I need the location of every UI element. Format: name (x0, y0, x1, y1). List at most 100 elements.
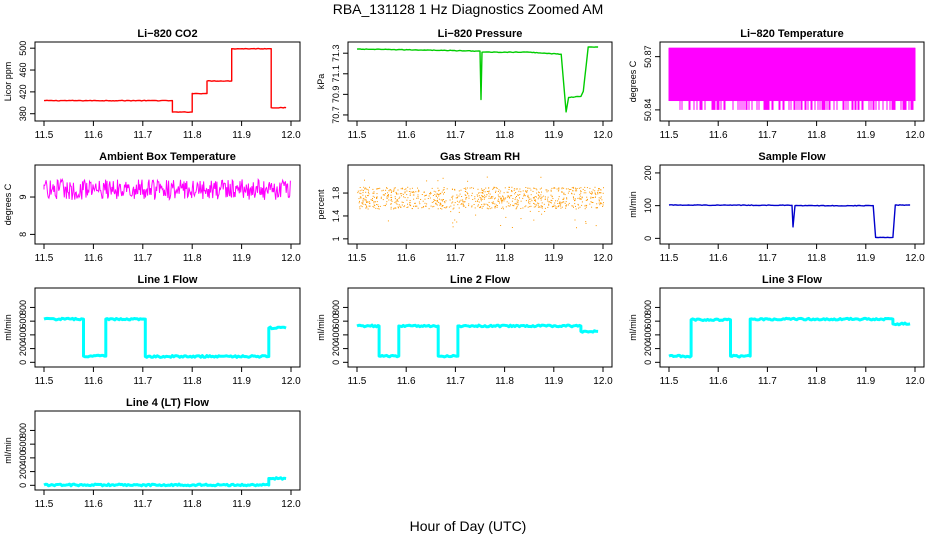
series-point (541, 206, 543, 208)
series-point (531, 200, 533, 202)
series-point (424, 202, 426, 204)
series-point (362, 190, 364, 192)
series-point (536, 189, 538, 191)
series-point (437, 199, 438, 201)
series-point (501, 199, 503, 201)
x-tick-label: 11.7 (446, 253, 465, 264)
series-point (383, 205, 385, 206)
series-point (441, 199, 443, 201)
series-point (463, 205, 465, 207)
y-axis-label: ml/min (3, 314, 13, 341)
series-point (598, 197, 600, 199)
series-point (558, 205, 560, 207)
series-point (530, 198, 532, 200)
series-point (585, 199, 587, 201)
y-tick-label: 0 (643, 236, 653, 241)
series-point (479, 207, 481, 209)
x-tick-label: 11.7 (758, 130, 777, 141)
series-point (468, 205, 470, 207)
plot-frame (34, 410, 301, 491)
y-tick-label: 0 (643, 360, 653, 365)
series-point (443, 199, 444, 200)
series-point (602, 206, 604, 207)
series-point (478, 195, 480, 197)
series-point (367, 189, 369, 191)
series-point (446, 188, 448, 190)
series-point (487, 204, 489, 206)
series-point (515, 208, 517, 210)
panel-title: Line 1 Flow (138, 274, 198, 286)
series-point (514, 203, 516, 205)
y-tick-label: 420 (18, 84, 28, 99)
series-point (397, 200, 399, 202)
y-axis-label: percent (316, 189, 326, 220)
series-point (548, 201, 550, 203)
series-point (417, 207, 419, 209)
series-point (362, 200, 364, 202)
series-point (550, 189, 552, 191)
series-point (553, 187, 555, 189)
y-tick-label: 200 (18, 464, 28, 479)
series-point (423, 206, 425, 207)
series-point (540, 194, 542, 196)
y-tick-label: 400 (18, 327, 28, 342)
panel-3: Ambient Box Temperature degrees C 11.5 11.6… (3, 151, 301, 264)
y-tick-label: 1 (331, 236, 341, 241)
series-point (558, 198, 560, 200)
series-point (437, 180, 439, 182)
series-point (376, 193, 378, 195)
series-point (567, 192, 569, 194)
y-axis-label: kPa (316, 74, 326, 90)
series-point (581, 196, 583, 198)
series-point (438, 198, 440, 200)
series-point (454, 188, 456, 190)
series-point (421, 207, 423, 209)
series-point (481, 207, 483, 209)
series-point (403, 196, 405, 198)
series-point (556, 206, 558, 208)
series-point (491, 202, 493, 204)
series-point (468, 195, 470, 197)
series-point (410, 205, 412, 207)
x-tick-label: 11.6 (84, 499, 103, 510)
series-point (551, 195, 553, 197)
series-point (580, 192, 582, 194)
series-point (525, 187, 527, 188)
series-point (495, 191, 496, 193)
series-line (356, 323, 599, 359)
series-point (488, 187, 490, 189)
series-point (591, 201, 593, 203)
series-point (368, 205, 370, 207)
series-point (511, 191, 513, 193)
series-point (437, 201, 439, 203)
x-tick-label: 11.5 (660, 253, 679, 264)
series-point (402, 202, 404, 203)
series-point (480, 198, 482, 200)
series-point (541, 202, 543, 204)
series-point (440, 193, 442, 195)
series-point (595, 207, 597, 209)
series-point (580, 190, 582, 192)
series-point (357, 190, 359, 192)
series-point (471, 187, 473, 189)
series-point (595, 194, 597, 196)
series-point (395, 192, 397, 194)
series-point (522, 190, 524, 192)
series-point (539, 195, 541, 197)
series-point (485, 196, 487, 198)
series-point (366, 202, 368, 203)
series-point (483, 198, 485, 200)
series-point (507, 205, 509, 207)
series-point (454, 189, 456, 191)
series-point (573, 206, 574, 208)
plot-frame (347, 164, 613, 245)
series-point (499, 192, 501, 194)
series-point (603, 187, 604, 189)
series-point (564, 194, 566, 196)
series-point (493, 187, 495, 189)
series-point (541, 187, 542, 189)
series-point (417, 187, 418, 189)
series-point (522, 207, 524, 209)
series-point (396, 203, 398, 205)
series-point (401, 204, 403, 206)
